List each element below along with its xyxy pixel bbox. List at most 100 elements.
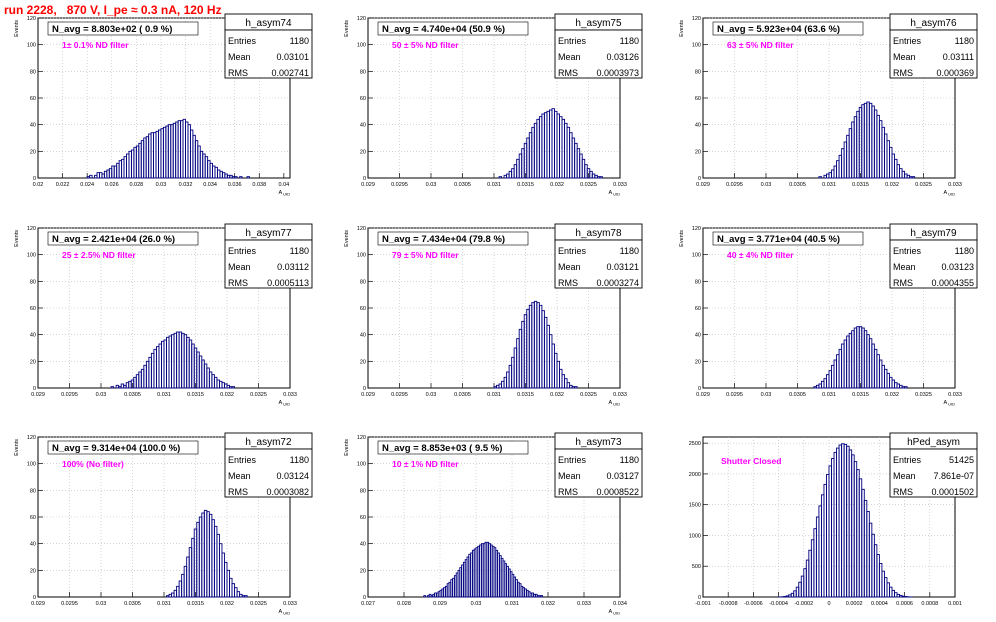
stats-value: 0.0003274 xyxy=(596,278,639,288)
x-axis-label: AUID xyxy=(608,400,620,407)
stats-label: Entries xyxy=(558,36,587,46)
stats-label: Entries xyxy=(228,246,257,256)
y-tick-label: 120 xyxy=(357,16,366,22)
x-tick-label: 0.0315 xyxy=(517,392,534,398)
histogram-bin xyxy=(911,176,916,179)
panel-h_asym73: 0 20 40 60 80 100 120 0.027 0.028 0.029 0.03 0.031 0… xyxy=(344,432,643,616)
x-tick-label: 0.0315 xyxy=(187,601,204,607)
x-tick-label: 0.0325 xyxy=(915,182,932,188)
x-tick-label: 0.0325 xyxy=(580,182,597,188)
stats-label: Mean xyxy=(228,52,251,62)
x-tick-label: 0.03 xyxy=(156,182,167,188)
x-tick-label: 0.0295 xyxy=(391,392,408,398)
stats-box xyxy=(889,239,978,289)
y-tick-label: 40 xyxy=(30,333,36,339)
navg-label: N_avg = 4.740e+04 (50.9 %) xyxy=(382,24,505,35)
y-tick-label: 20 xyxy=(360,359,366,365)
histogram-bin xyxy=(239,176,243,179)
x-tick-label: 0.0305 xyxy=(454,182,471,188)
x-tick-label: 0.034 xyxy=(613,601,627,607)
x-tick-label: 0.0305 xyxy=(124,601,141,607)
navg-box xyxy=(377,440,529,455)
x-tick-label: 0.031 xyxy=(157,392,171,398)
x-tick-label: 0.0295 xyxy=(61,601,78,607)
x-tick-label: 0.033 xyxy=(613,182,627,188)
page-title: run 2228, 870 V, I_pe ≈ 0.3 nA, 120 Hz xyxy=(4,3,222,17)
histogram-bin xyxy=(498,176,503,179)
filter-label: 79 ± 5% ND filter xyxy=(392,250,459,260)
y-tick-label: 60 xyxy=(360,96,366,102)
stats-value: 0.03121 xyxy=(606,262,639,272)
histogram-name: h_asym73 xyxy=(575,437,622,448)
x-tick-label: -0.0006 xyxy=(744,601,763,607)
x-tick-label: 0.0305 xyxy=(789,392,806,398)
y-tick-label: 40 xyxy=(695,123,701,129)
x-tick-label: 0.031 xyxy=(822,392,836,398)
y-tick-label: 80 xyxy=(695,69,701,75)
histogram-name: h_asym74 xyxy=(245,18,292,29)
x-tick-label: -0.0008 xyxy=(719,601,738,607)
x-axis-label-sub: UID xyxy=(613,402,620,407)
navg-label: N_avg = 9.314e+04 (100.0 %) xyxy=(52,443,180,454)
x-tick-label: 0.0325 xyxy=(250,601,267,607)
stats-value: 1180 xyxy=(290,36,309,46)
x-tick-label: 0.0325 xyxy=(580,392,597,398)
stats-value: 1180 xyxy=(290,455,309,465)
x-tick-label: 0.0295 xyxy=(391,182,408,188)
stats-value: 0.000369 xyxy=(936,68,974,78)
stats-label: Mean xyxy=(893,262,916,272)
y-tick-label: 0 xyxy=(698,176,701,182)
x-axis-label: AUID xyxy=(278,190,290,197)
stats-value: 0.03111 xyxy=(943,52,974,62)
stats-box xyxy=(889,29,978,79)
stats-value: 1180 xyxy=(620,36,639,46)
x-tick-label: 0.028 xyxy=(129,182,143,188)
x-tick-label: 0.029 xyxy=(361,182,375,188)
stats-label: Entries xyxy=(893,246,922,256)
y-tick-label: 80 xyxy=(695,279,701,285)
x-tick-label: -0.0002 xyxy=(794,601,813,607)
y-tick-label: 0 xyxy=(33,595,36,601)
histogram-name: hPed_asym xyxy=(907,437,960,448)
x-tick-label: 0.036 xyxy=(228,182,242,188)
y-tick-label: 20 xyxy=(30,568,36,574)
y-tick-label: 60 xyxy=(360,515,366,521)
x-tick-label: 0.032 xyxy=(541,601,555,607)
x-tick-label: 0.031 xyxy=(157,601,171,607)
x-axis-label-sub: UID xyxy=(283,402,290,407)
x-tick-label: 0.04 xyxy=(278,182,289,188)
panel-h_asym74: 0 20 40 60 80 100 120 0.02 0.022 0.024 0.026 0.028 0… xyxy=(14,13,313,197)
x-tick-label: 0.032 xyxy=(550,182,564,188)
histogram-name: h_asym76 xyxy=(910,18,957,29)
y-axis-label: Events xyxy=(679,230,685,247)
filter-label: 1± 0.1% ND filter xyxy=(62,40,129,50)
navg-label: N_avg = 8.853e+03 ( 9.5 %) xyxy=(382,443,502,454)
stats-label: Mean xyxy=(893,52,916,62)
stats-value: 0.0005113 xyxy=(267,278,309,288)
x-tick-label: 0.0295 xyxy=(61,392,78,398)
x-tick-label: 0.029 xyxy=(361,392,375,398)
filter-label: 50 ± 5% ND filter xyxy=(392,40,459,50)
stats-value: 1180 xyxy=(955,36,974,46)
stats-box xyxy=(224,29,313,79)
y-tick-label: 40 xyxy=(360,333,366,339)
x-tick-label: 0.0002 xyxy=(846,601,863,607)
y-tick-label: 2500 xyxy=(689,441,701,447)
x-tick-label: 0.033 xyxy=(613,392,627,398)
x-axis-label-sub: UID xyxy=(948,192,955,197)
x-tick-label: 0.02 xyxy=(33,182,44,188)
y-tick-label: 500 xyxy=(692,564,701,570)
stats-label: Entries xyxy=(893,36,922,46)
y-tick-label: 120 xyxy=(692,226,701,232)
stats-label: Mean xyxy=(228,471,251,481)
y-axis-label: Events xyxy=(14,20,20,37)
filter-label: 25 ± 2.5% ND filter xyxy=(62,250,136,260)
y-tick-label: 80 xyxy=(360,69,366,75)
x-tick-label: 0.03 xyxy=(426,182,437,188)
stats-label: RMS xyxy=(893,68,913,78)
x-tick-label: 0.0305 xyxy=(454,392,471,398)
histogram-name: h_asym79 xyxy=(910,228,957,239)
x-axis-label: AUID xyxy=(943,190,955,197)
x-tick-label: 0.029 xyxy=(31,601,45,607)
